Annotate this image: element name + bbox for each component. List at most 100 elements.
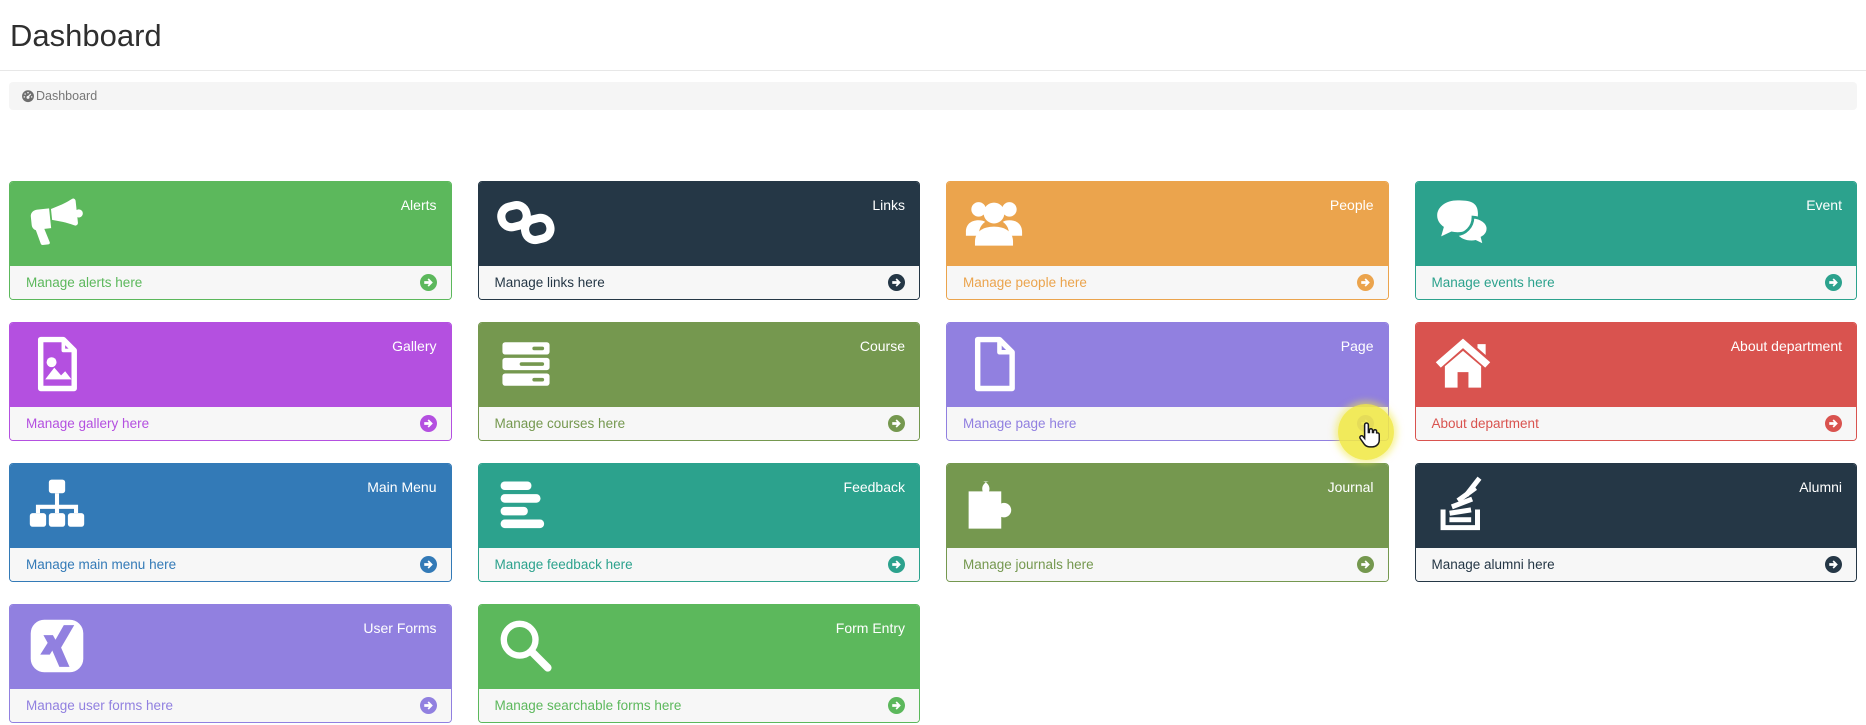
tile-label: Alerts bbox=[400, 197, 437, 213]
bullhorn-icon bbox=[28, 194, 86, 252]
arrow-circle-right-icon[interactable] bbox=[419, 697, 437, 714]
tachometer-icon bbox=[21, 89, 35, 103]
tile-people[interactable]: People Manage people here bbox=[946, 181, 1389, 300]
manage-link[interactable]: Manage journals here bbox=[947, 548, 1388, 581]
tile-alerts[interactable]: Alerts Manage alerts here bbox=[9, 181, 452, 300]
tile-header[interactable]: Alumni bbox=[1415, 464, 1856, 548]
tile-header[interactable]: About department bbox=[1415, 323, 1856, 407]
manage-link[interactable]: Manage courses here bbox=[478, 407, 919, 440]
page-title: Dashboard bbox=[10, 18, 162, 53]
tile-header[interactable]: Journal bbox=[947, 464, 1388, 548]
tile-label: Feedback bbox=[843, 479, 905, 495]
arrow-circle-right-icon[interactable] bbox=[888, 415, 905, 432]
tile-gallery[interactable]: Gallery Manage gallery here bbox=[9, 322, 452, 441]
manage-link-label: Manage events here bbox=[1431, 275, 1555, 290]
arrow-circle-right-icon[interactable] bbox=[888, 274, 905, 291]
tile-alumni[interactable]: Alumni Manage alumni here bbox=[1414, 463, 1857, 582]
arrow-circle-right-icon[interactable] bbox=[419, 274, 437, 291]
tile-header[interactable]: Gallery bbox=[10, 323, 451, 407]
manage-link[interactable]: Manage events here bbox=[1415, 266, 1856, 299]
tile-label: Form Entry bbox=[835, 620, 905, 636]
users-icon bbox=[965, 194, 1023, 252]
tile-header[interactable]: User Forms bbox=[10, 605, 451, 689]
tile-header[interactable]: Main Menu bbox=[10, 464, 451, 548]
tile-label: People bbox=[1329, 197, 1374, 213]
arrow-circle-right-icon[interactable] bbox=[888, 556, 905, 573]
arrow-circle-right-icon[interactable] bbox=[419, 556, 437, 573]
tile-label: Journal bbox=[1327, 479, 1374, 495]
tile-page[interactable]: Page Manage page here bbox=[946, 322, 1389, 441]
stack-overflow-icon bbox=[1434, 476, 1492, 534]
manage-link[interactable]: Manage user forms here bbox=[10, 689, 451, 722]
breadcrumb: Dashboard bbox=[9, 82, 1857, 110]
home-icon bbox=[1434, 335, 1492, 393]
manage-link-label: Manage user forms here bbox=[26, 698, 174, 713]
align-left-icon bbox=[497, 476, 555, 534]
tile-header[interactable]: Course bbox=[478, 323, 919, 407]
manage-link-label: Manage alumni here bbox=[1431, 557, 1555, 572]
manage-link[interactable]: Manage alumni here bbox=[1415, 548, 1856, 581]
tile-grid: Alerts Manage alerts here Links Manage l… bbox=[9, 181, 1857, 723]
arrow-circle-right-icon[interactable] bbox=[419, 415, 437, 432]
sitemap-icon bbox=[28, 476, 86, 534]
tile-header[interactable]: People bbox=[947, 182, 1388, 266]
manage-link-label: About department bbox=[1431, 416, 1539, 431]
title-divider bbox=[0, 70, 1866, 71]
manage-link[interactable]: Manage alerts here bbox=[10, 266, 451, 299]
tile-label: Links bbox=[872, 197, 905, 213]
tile-header[interactable]: Event bbox=[1415, 182, 1856, 266]
manage-link[interactable]: Manage searchable forms here bbox=[478, 689, 919, 722]
xing-icon bbox=[28, 617, 86, 675]
manage-link-label: Manage links here bbox=[494, 275, 605, 290]
search-icon bbox=[497, 617, 555, 675]
manage-link-label: Manage searchable forms here bbox=[494, 698, 682, 713]
tile-main-menu[interactable]: Main Menu Manage main menu here bbox=[9, 463, 452, 582]
tile-header[interactable]: Form Entry bbox=[478, 605, 919, 689]
tile-header[interactable]: Links bbox=[478, 182, 919, 266]
arrow-circle-right-icon[interactable] bbox=[1356, 556, 1374, 573]
tile-label: Main Menu bbox=[367, 479, 437, 495]
breadcrumb-item-label: Dashboard bbox=[36, 89, 98, 103]
manage-link[interactable]: Manage page here bbox=[947, 407, 1388, 440]
arrow-circle-right-icon[interactable] bbox=[1356, 415, 1374, 432]
tile-label: User Forms bbox=[363, 620, 437, 636]
manage-link[interactable]: Manage feedback here bbox=[478, 548, 919, 581]
manage-link-label: Manage alerts here bbox=[26, 275, 143, 290]
tile-header[interactable]: Alerts bbox=[10, 182, 451, 266]
tile-header[interactable]: Page bbox=[947, 323, 1388, 407]
arrow-circle-right-icon[interactable] bbox=[888, 697, 905, 714]
tile-feedback[interactable]: Feedback Manage feedback here bbox=[477, 463, 920, 582]
manage-link-label: Manage people here bbox=[963, 275, 1087, 290]
tile-user-forms[interactable]: User Forms Manage user forms here bbox=[9, 604, 452, 723]
manage-link[interactable]: About department bbox=[1415, 407, 1856, 440]
manage-link[interactable]: Manage gallery here bbox=[10, 407, 451, 440]
tile-journal[interactable]: Journal Manage journals here bbox=[946, 463, 1389, 582]
tile-about[interactable]: About department About department bbox=[1414, 322, 1857, 441]
tile-header[interactable]: Feedback bbox=[478, 464, 919, 548]
manage-link-label: Manage page here bbox=[963, 416, 1077, 431]
chain-icon bbox=[496, 194, 555, 252]
arrow-circle-right-icon[interactable] bbox=[1825, 274, 1842, 291]
puzzle-piece-icon bbox=[965, 476, 1023, 534]
arrow-circle-right-icon[interactable] bbox=[1356, 274, 1374, 291]
tile-label: Gallery bbox=[392, 338, 437, 354]
tile-form-entry[interactable]: Form Entry Manage searchable forms here bbox=[477, 604, 920, 723]
arrow-circle-right-icon[interactable] bbox=[1825, 415, 1842, 432]
tile-course[interactable]: Course Manage courses here bbox=[477, 322, 920, 441]
tile-label: Course bbox=[859, 338, 905, 354]
manage-link[interactable]: Manage main menu here bbox=[10, 548, 451, 581]
manage-link-label: Manage journals here bbox=[963, 557, 1094, 572]
arrow-circle-right-icon[interactable] bbox=[1825, 556, 1842, 573]
tile-label: Event bbox=[1806, 197, 1842, 213]
tile-event[interactable]: Event Manage events here bbox=[1414, 181, 1857, 300]
comments-icon bbox=[1434, 194, 1492, 252]
manage-link-label: Manage feedback here bbox=[494, 557, 633, 572]
tile-label: Alumni bbox=[1799, 479, 1842, 495]
server-icon bbox=[497, 335, 555, 393]
tile-label: Page bbox=[1340, 338, 1374, 354]
tile-links[interactable]: Links Manage links here bbox=[477, 181, 920, 300]
manage-link[interactable]: Manage links here bbox=[478, 266, 919, 299]
manage-link[interactable]: Manage people here bbox=[947, 266, 1388, 299]
file-image-icon bbox=[28, 335, 86, 393]
file-icon bbox=[965, 335, 1023, 393]
